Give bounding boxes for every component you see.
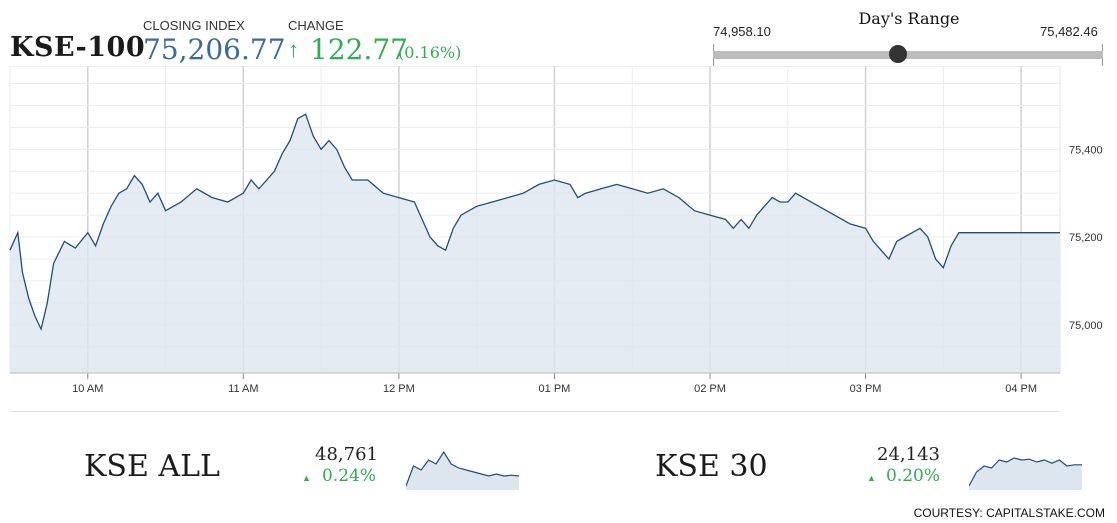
change-value: 122.77 xyxy=(310,33,408,66)
triangle-up-icon: ▲ xyxy=(867,473,876,483)
y-tick-label: 75,400 xyxy=(1069,144,1103,156)
sub-index-value-kse-30: 24,143 xyxy=(877,444,940,465)
divider xyxy=(10,411,1060,412)
sub-index-value-kse-all: 48,761 xyxy=(315,444,378,465)
sparkline-area xyxy=(969,458,1082,490)
triangle-up-icon: ▲ xyxy=(302,473,311,483)
closing-index-value: 75,206.77 xyxy=(143,33,286,66)
closing-index-label: CLOSING INDEX xyxy=(143,18,245,33)
sparkline-kse-all xyxy=(406,450,519,490)
x-tick-label: 12 PM xyxy=(383,383,415,395)
x-tick-label: 01 PM xyxy=(539,383,571,395)
sub-index-change-kse-30: 0.20% xyxy=(886,466,941,486)
days-range-high: 75,482.46 xyxy=(1040,24,1098,39)
sub-index-name-kse-all: KSE ALL xyxy=(84,449,220,484)
days-range-title: Day's Range xyxy=(858,9,960,28)
y-tick-label: 75,000 xyxy=(1069,320,1103,332)
sparkline-line xyxy=(406,450,519,487)
days-range-track xyxy=(713,51,1103,59)
series-line xyxy=(9,113,1060,332)
index-name: KSE-100 xyxy=(10,32,146,63)
days-range-marker xyxy=(888,45,907,63)
days-range-low: 74,958.10 xyxy=(713,24,771,39)
intraday-chart: 10 AM 11 AM 12 PM 01 PM 02 PM 03 PM 04 PM 75,00… xyxy=(9,66,1103,395)
x-tick-label: 04 PM xyxy=(1005,383,1037,395)
sparkline-kse-30 xyxy=(969,457,1082,490)
sub-index-name-kse-30: KSE 30 xyxy=(655,449,768,484)
x-tick-label: 11 AM xyxy=(228,383,258,395)
change-label: CHANGE xyxy=(288,18,344,33)
courtesy-text: COURTESY: CAPITALSTAKE.COM xyxy=(913,506,1105,520)
sub-index-change-kse-all: 0.24% xyxy=(322,466,377,486)
y-tick-label: 75,200 xyxy=(1069,232,1103,244)
x-tick-label: 10 AM xyxy=(72,383,103,395)
x-tick-label: 03 PM xyxy=(850,383,882,395)
sparkline-line xyxy=(969,457,1082,487)
change-percent: (0.16%) xyxy=(398,43,462,62)
arrow-up-icon: ↑ xyxy=(288,37,299,62)
series-area xyxy=(10,114,1060,373)
sparkline-area xyxy=(406,452,519,490)
x-tick-label: 02 PM xyxy=(694,383,726,395)
